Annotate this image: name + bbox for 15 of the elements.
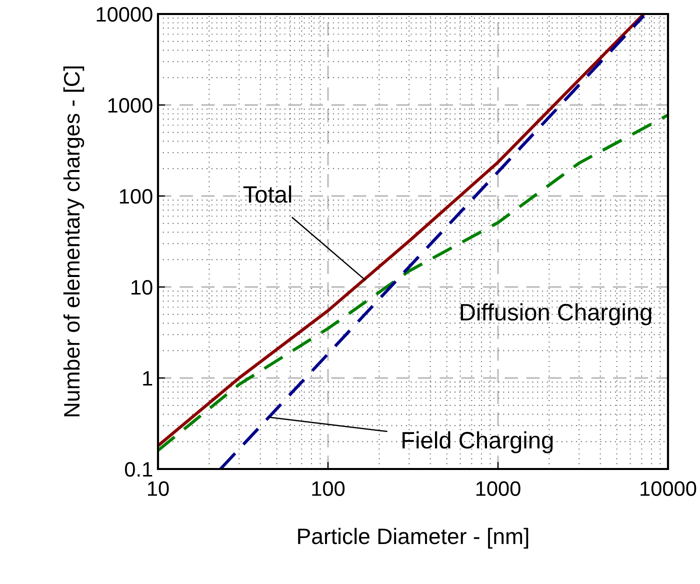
y-axis-title: Number of elementary charges - [C]	[63, 66, 84, 416]
y-tick-label: 1000	[108, 98, 152, 113]
x-tick-label: 10	[148, 481, 169, 496]
y-tick-label: 10	[132, 280, 152, 295]
x-tick-label: 100	[312, 481, 345, 496]
annotation: Field Charging	[402, 431, 553, 454]
x-axis-title: Particle Diameter - [nm]	[298, 528, 528, 549]
y-tick-label: 0.1	[124, 462, 152, 477]
annotation: Total	[243, 185, 292, 203]
y-tick-label: 100	[120, 189, 152, 204]
x-tick-label: 1000	[476, 481, 520, 496]
y-tick-label: 1	[143, 371, 152, 386]
x-tick-label: 10000	[640, 481, 696, 496]
y-tick-label: 10000	[96, 7, 152, 22]
annotation: Diffusion Charging	[460, 303, 652, 326]
